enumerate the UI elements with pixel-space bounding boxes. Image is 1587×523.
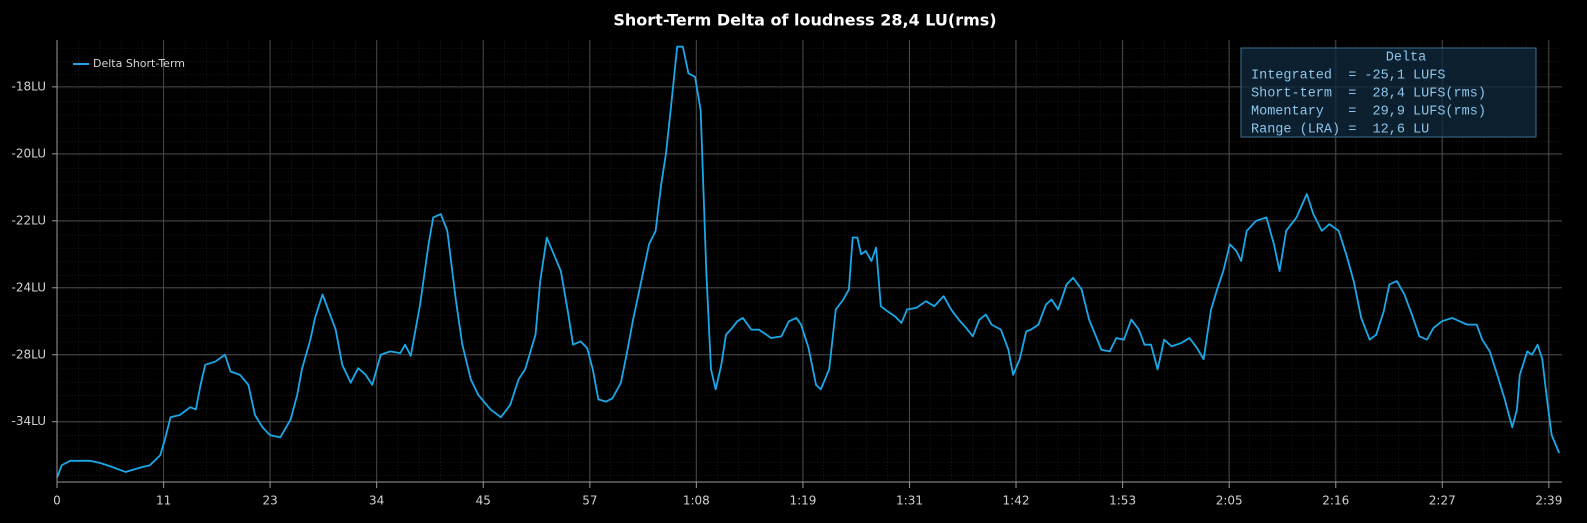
stats-frame — [1240, 47, 1537, 138]
chart-title: Short-Term Delta of loudness 28,4 LU(rms… — [613, 11, 996, 30]
x-tick-label: 1:53 — [1109, 494, 1136, 508]
y-tick-label: -28LU — [12, 347, 46, 361]
legend-label: Delta Short-Term — [93, 57, 185, 70]
legend: Delta Short-Term — [73, 57, 185, 70]
x-tick-label: 2:27 — [1429, 494, 1456, 508]
axes: -34LU -28LU -24LU -22LU -20LU -18LU 0 11 23 34 45 5… — [12, 40, 1562, 508]
y-tick-label: -22LU — [12, 213, 46, 227]
stats-line: Range (LRA) = 12,6 LU — [1251, 123, 1429, 138]
x-tick-label: 57 — [582, 494, 597, 508]
x-tick-label: 1:08 — [683, 494, 710, 508]
y-tick-label: -20LU — [12, 146, 46, 160]
x-tick-label: 1:42 — [1003, 494, 1030, 508]
plot — [56, 45, 1561, 478]
stats-box: Delta Integrated = -25,1 LUFS Short-term … — [1240, 47, 1537, 138]
data-line — [56, 45, 1561, 478]
y-tick-label: -24LU — [12, 280, 46, 294]
x-tick-label: 1:31 — [896, 494, 923, 508]
x-tick-label: 2:39 — [1535, 494, 1562, 508]
x-tick-label: 2:05 — [1216, 494, 1243, 508]
x-tick-label: 11 — [156, 494, 171, 508]
stats-title: Delta — [1386, 51, 1427, 66]
x-tick-label: 0 — [53, 494, 61, 508]
y-tick-label: -34LU — [12, 414, 46, 428]
x-tick-label: 1:19 — [789, 494, 816, 508]
x-tick-label: 45 — [476, 494, 491, 508]
stats-line: Integrated = -25,1 LUFS — [1251, 69, 1445, 84]
x-tick-label: 2:16 — [1322, 494, 1349, 508]
x-tick-label: 23 — [262, 494, 277, 508]
stats-line: Momentary = 29,9 LUFS(rms) — [1251, 105, 1486, 120]
y-tick-label: -18LU — [12, 79, 46, 93]
stats-line: Short-term = 28,4 LUFS(rms) — [1251, 87, 1486, 102]
x-tick-label: 34 — [369, 494, 384, 508]
